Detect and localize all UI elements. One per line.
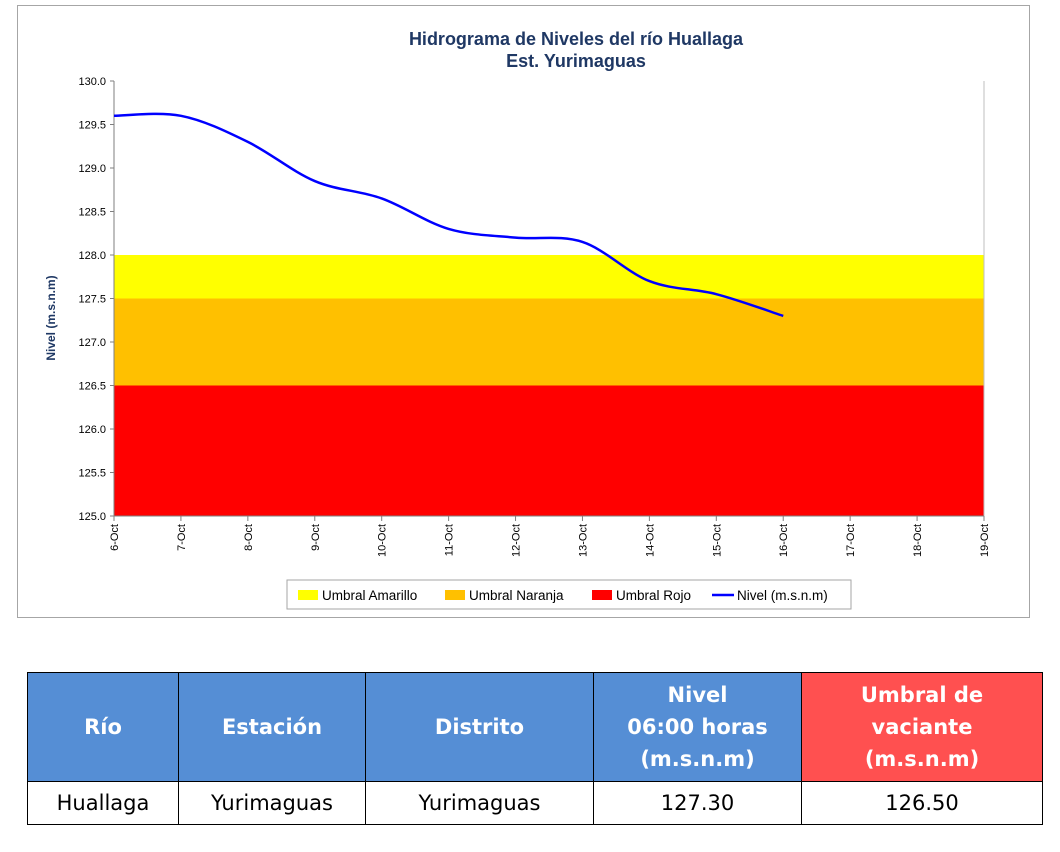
header-umbral-line2: vaciante bbox=[871, 715, 973, 739]
legend: Umbral Amarillo Umbral Naranja Umbral Rojo… bbox=[298, 588, 828, 603]
header-nivel: Nivel 06:00 horas (m.s.n.m) bbox=[593, 672, 802, 782]
legend-label-3: Umbral Rojo bbox=[616, 588, 691, 603]
y-tick-label: 127.5 bbox=[78, 294, 106, 306]
header-umbral: Umbral de vaciante (m.s.n.m) bbox=[801, 672, 1043, 782]
header-estacion: Estación bbox=[178, 672, 366, 782]
y-tick-label: 126.5 bbox=[78, 381, 106, 393]
y-tick-label: 125.0 bbox=[78, 511, 106, 523]
legend-box bbox=[286, 579, 852, 610]
cell-umbral: 126.50 bbox=[801, 781, 1043, 825]
y-tick-label: 129.0 bbox=[78, 163, 106, 175]
x-tick-label: 10-Oct bbox=[377, 524, 389, 557]
header-nivel-line1: Nivel bbox=[667, 683, 728, 707]
x-tick-label: 7-Oct bbox=[176, 524, 188, 551]
y-tick-label: 130.0 bbox=[78, 76, 106, 88]
band-2 bbox=[114, 298, 984, 386]
axes: 125.0 125.5 126.0 126.5 127.0 127.5 128.0 128.5… bbox=[78, 76, 991, 557]
series-layer bbox=[113, 112, 784, 318]
x-tick-label: 11-Oct bbox=[444, 524, 456, 556]
chart-frame: Hidrograma de Niveles del río Huallaga E… bbox=[17, 5, 1030, 618]
legend-swatch-3 bbox=[592, 590, 612, 600]
y-tick-label: 126.0 bbox=[78, 424, 106, 436]
x-tick-label: 16-Oct bbox=[778, 524, 790, 557]
x-tick-label: 14-Oct bbox=[644, 524, 656, 557]
x-tick-label: 13-Oct bbox=[577, 524, 589, 557]
x-tick-label: 17-Oct bbox=[845, 524, 857, 557]
legend-label-2: Umbral Naranja bbox=[469, 588, 564, 603]
header-umbral-line3: (m.s.n.m) bbox=[864, 747, 980, 771]
band-1 bbox=[114, 255, 984, 299]
header-nivel-line2: 06:00 horas bbox=[627, 715, 768, 739]
table-row: Huallaga Yurimaguas Yurimaguas 127.30 12… bbox=[27, 781, 1043, 825]
cell-distrito: Yurimaguas bbox=[365, 781, 594, 825]
y-tick-label: 128.5 bbox=[78, 207, 106, 219]
x-tick-label: 6-Oct bbox=[109, 524, 121, 551]
y-axis-label: Nivel (m.s.n.m) bbox=[44, 275, 58, 360]
legend-swatch-1 bbox=[298, 590, 318, 600]
y-tick-label: 129.5 bbox=[78, 120, 106, 132]
chart-subtitle: Est. Yurimaguas bbox=[506, 51, 646, 71]
table-header-row: Río Estación Distrito Nivel 06:00 horas … bbox=[27, 672, 1043, 782]
cell-estacion: Yurimaguas bbox=[178, 781, 366, 825]
y-tick-label: 125.5 bbox=[78, 468, 106, 480]
band-3 bbox=[114, 385, 984, 516]
hydrograph-chart: Hidrograma de Niveles del río Huallaga E… bbox=[44, 29, 991, 610]
cell-rio: Huallaga bbox=[27, 781, 179, 825]
cell-nivel: 127.30 bbox=[593, 781, 802, 825]
x-tick-label: 12-Oct bbox=[511, 524, 523, 557]
x-tick-label: 19-Oct bbox=[979, 524, 991, 557]
x-tick-label: 8-Oct bbox=[243, 524, 255, 551]
header-rio: Río bbox=[27, 672, 179, 782]
threshold-bands bbox=[114, 255, 984, 516]
header-nivel-line3: (m.s.n.m) bbox=[640, 747, 755, 771]
header-distrito: Distrito bbox=[365, 672, 594, 782]
header-umbral-line1: Umbral de bbox=[860, 683, 984, 707]
y-tick-label: 127.0 bbox=[78, 337, 106, 349]
legend-label-4: Nivel (m.s.n.m) bbox=[737, 588, 828, 603]
legend-label-1: Umbral Amarillo bbox=[322, 588, 417, 603]
chart-title: Hidrograma de Niveles del río Huallaga bbox=[409, 29, 744, 49]
x-tick-label: 15-Oct bbox=[711, 524, 723, 557]
y-tick-label: 128.0 bbox=[78, 250, 106, 262]
station-table: Río Estación Distrito Nivel 06:00 horas … bbox=[27, 672, 1043, 825]
x-tick-label: 9-Oct bbox=[310, 524, 322, 551]
x-tick-label: 18-Oct bbox=[912, 524, 924, 557]
legend-swatch-2 bbox=[445, 590, 465, 600]
